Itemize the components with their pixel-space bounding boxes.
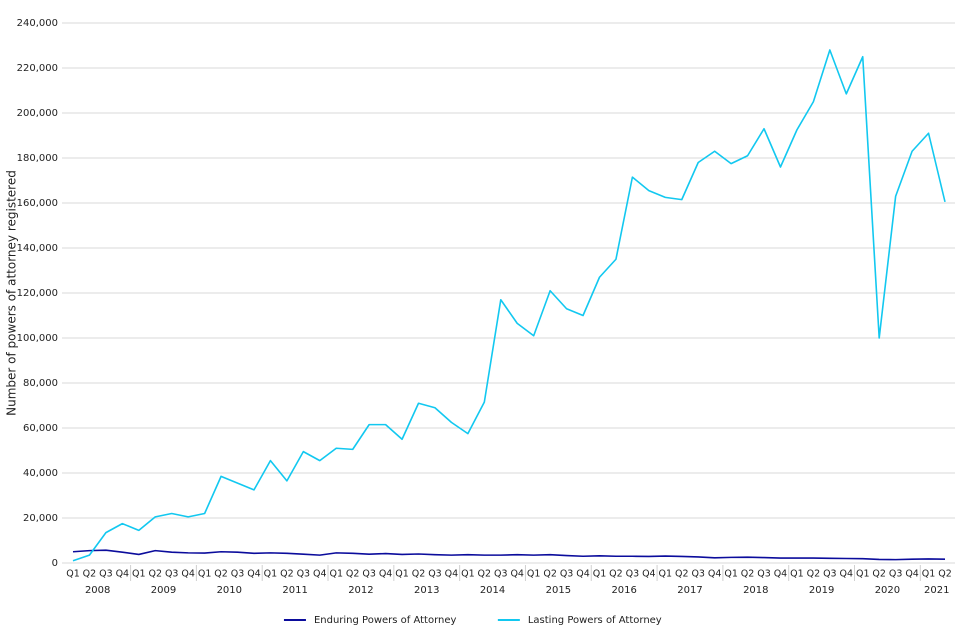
- year-label: 2016: [611, 585, 636, 596]
- y-tick-label: 20,000: [23, 513, 58, 524]
- x-tick-label: Q1: [264, 569, 278, 580]
- year-label: 2021: [924, 585, 949, 596]
- x-tick-label: Q3: [889, 569, 903, 580]
- year-label: 2013: [414, 585, 439, 596]
- x-tick-label: Q4: [181, 569, 195, 580]
- y-tick-label: 200,000: [17, 108, 58, 119]
- x-tick-label: Q3: [823, 569, 837, 580]
- y-tick-label: 80,000: [23, 378, 58, 389]
- x-tick-label: Q3: [428, 569, 442, 580]
- y-tick-label: 220,000: [17, 63, 58, 74]
- x-tick-label: Q3: [165, 569, 179, 580]
- x-tick-label: Q4: [576, 569, 590, 580]
- year-label: 2009: [151, 585, 176, 596]
- y-tick-label: 100,000: [17, 333, 58, 344]
- x-tick-label: Q2: [675, 569, 689, 580]
- y-tick-label: 120,000: [17, 288, 58, 299]
- series-line: [72, 49, 946, 562]
- y-tick-label: 140,000: [17, 243, 58, 254]
- x-tick-label: Q2: [478, 569, 492, 580]
- x-tick-label: Q3: [691, 569, 705, 580]
- x-tick-label: Q4: [247, 569, 261, 580]
- year-label: 2010: [217, 585, 242, 596]
- x-tick-label: Q1: [395, 569, 409, 580]
- year-label: 2018: [743, 585, 768, 596]
- year-label: 2017: [677, 585, 702, 596]
- x-tick-label: Q4: [445, 569, 459, 580]
- x-tick-label: Q1: [329, 569, 343, 580]
- x-tick-label: Q4: [708, 569, 722, 580]
- x-tick-label: Q2: [214, 569, 228, 580]
- x-tick-label: Q2: [741, 569, 755, 580]
- x-tick-label: Q1: [66, 569, 80, 580]
- x-tick-label: Q3: [560, 569, 574, 580]
- x-tick-label: Q2: [280, 569, 294, 580]
- x-tick-label: Q4: [379, 569, 393, 580]
- x-tick-label: Q4: [116, 569, 130, 580]
- y-tick-label: 40,000: [23, 468, 58, 479]
- x-tick-label: Q1: [659, 569, 673, 580]
- year-label: 2012: [348, 585, 373, 596]
- x-tick-label: Q4: [510, 569, 524, 580]
- x-tick-label: Q2: [148, 569, 162, 580]
- x-tick-label: Q4: [774, 569, 788, 580]
- x-tick-label: Q1: [790, 569, 804, 580]
- year-label: 2015: [546, 585, 571, 596]
- x-tick-label: Q2: [807, 569, 821, 580]
- year-label: 2008: [85, 585, 110, 596]
- x-tick-label: Q1: [593, 569, 607, 580]
- x-tick-label: Q2: [543, 569, 557, 580]
- y-axis-label: Number of powers of attorney registered: [5, 170, 19, 416]
- x-tick-label: Q2: [938, 569, 952, 580]
- x-tick-label: Q1: [922, 569, 936, 580]
- x-tick-label: Q1: [724, 569, 738, 580]
- year-label: 2014: [480, 585, 505, 596]
- x-tick-label: Q3: [362, 569, 376, 580]
- x-tick-label: Q1: [527, 569, 541, 580]
- legend-label: Enduring Powers of Attorney: [314, 615, 457, 626]
- x-tick-label: Q3: [99, 569, 113, 580]
- x-tick-label: Q4: [313, 569, 327, 580]
- legend-label: Lasting Powers of Attorney: [528, 615, 662, 626]
- x-tick-label: Q2: [609, 569, 623, 580]
- year-label: 2020: [875, 585, 900, 596]
- x-tick-label: Q1: [856, 569, 870, 580]
- x-tick-label: Q1: [461, 569, 475, 580]
- y-tick-label: 60,000: [23, 423, 58, 434]
- y-tick-label: 0: [52, 558, 58, 569]
- x-tick-label: Q1: [132, 569, 146, 580]
- x-tick-label: Q3: [494, 569, 508, 580]
- x-tick-label: Q2: [872, 569, 886, 580]
- year-label: 2011: [282, 585, 307, 596]
- x-tick-label: Q1: [198, 569, 212, 580]
- y-tick-label: 240,000: [17, 18, 58, 29]
- y-tick-label: 180,000: [17, 153, 58, 164]
- x-tick-label: Q2: [83, 569, 97, 580]
- x-tick-label: Q2: [346, 569, 360, 580]
- y-tick-label: 160,000: [17, 198, 58, 209]
- x-tick-label: Q2: [412, 569, 426, 580]
- x-tick-label: Q3: [757, 569, 771, 580]
- series-line: [72, 549, 946, 561]
- year-label: 2019: [809, 585, 834, 596]
- x-tick-label: Q4: [642, 569, 656, 580]
- x-tick-label: Q3: [626, 569, 640, 580]
- x-tick-label: Q3: [297, 569, 311, 580]
- x-tick-label: Q4: [840, 569, 854, 580]
- x-tick-label: Q3: [231, 569, 245, 580]
- x-tick-label: Q4: [905, 569, 919, 580]
